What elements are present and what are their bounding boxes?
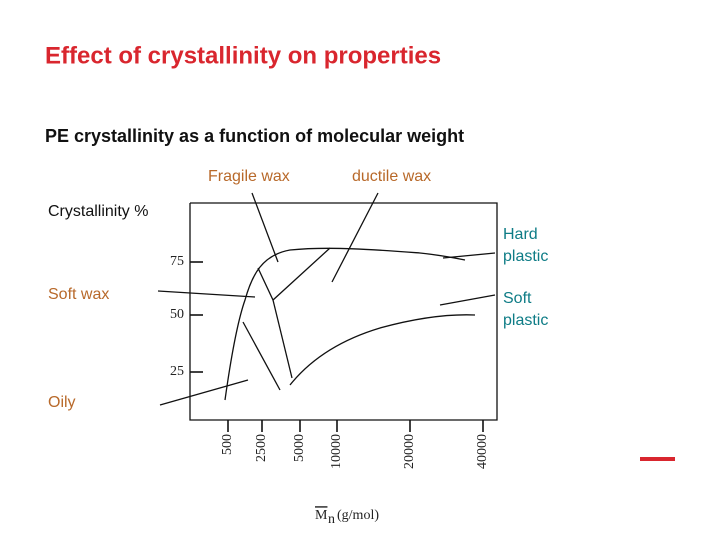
region-label: Fragile wax bbox=[208, 168, 290, 185]
curve bbox=[289, 314, 476, 386]
y-axis-label: Crystallinity % bbox=[48, 203, 148, 220]
accent-bar bbox=[640, 457, 675, 461]
curve bbox=[224, 247, 466, 401]
region-label: ductile wax bbox=[352, 168, 431, 185]
x-tick-label: 2500 bbox=[254, 434, 269, 462]
region-label: plastic bbox=[503, 312, 548, 329]
x-axis-subscript: n bbox=[328, 512, 335, 527]
curve bbox=[242, 321, 281, 391]
x-tick-label: 5000 bbox=[292, 434, 307, 462]
curve bbox=[257, 247, 331, 302]
y-tick-label: 50 bbox=[170, 307, 184, 322]
subtitle: PE crystallinity as a function of molecu… bbox=[45, 126, 464, 146]
pointer bbox=[442, 252, 496, 259]
slide-title: Effect of crystallinity on properties bbox=[45, 42, 441, 69]
x-tick-label: 10000 bbox=[329, 434, 344, 469]
region-label: Soft wax bbox=[48, 286, 109, 303]
region-label: Soft bbox=[503, 290, 532, 307]
region-label: Hard bbox=[503, 226, 538, 243]
pointer bbox=[251, 192, 279, 263]
pointer bbox=[157, 290, 256, 298]
pointer bbox=[439, 294, 496, 306]
x-tick-label: 40000 bbox=[475, 434, 490, 469]
y-tick-label: 75 bbox=[170, 254, 184, 269]
x-tick-label: 500 bbox=[220, 434, 235, 455]
y-tick-label: 25 bbox=[170, 364, 184, 379]
region-label: Oily bbox=[48, 394, 76, 411]
curve bbox=[272, 299, 293, 379]
x-axis-symbol: M bbox=[315, 508, 328, 523]
pointer bbox=[159, 379, 249, 406]
diagram bbox=[157, 192, 498, 421]
pointer bbox=[331, 192, 379, 283]
frame bbox=[189, 202, 498, 421]
x-tick-label: 20000 bbox=[402, 434, 417, 469]
region-label: plastic bbox=[503, 248, 548, 265]
x-axis-unit: (g/mol) bbox=[337, 508, 379, 523]
